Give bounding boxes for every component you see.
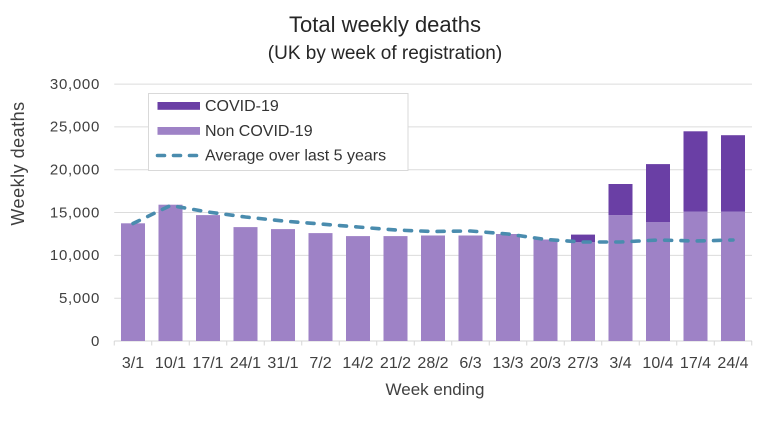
svg-text:20/3: 20/3	[530, 355, 561, 372]
svg-text:28/2: 28/2	[417, 355, 448, 372]
svg-text:COVID-19: COVID-19	[205, 98, 279, 115]
svg-text:0: 0	[91, 333, 100, 350]
svg-text:27/3: 27/3	[567, 355, 598, 372]
svg-text:24/4: 24/4	[717, 355, 748, 372]
svg-text:7/2: 7/2	[309, 355, 331, 372]
svg-text:14/2: 14/2	[342, 355, 373, 372]
svg-text:13/3: 13/3	[492, 355, 523, 372]
svg-text:21/2: 21/2	[380, 355, 411, 372]
svg-text:10/4: 10/4	[642, 355, 673, 372]
svg-text:Average over last 5 years: Average over last 5 years	[205, 148, 386, 165]
svg-text:25,000: 25,000	[50, 119, 100, 136]
svg-text:30,000: 30,000	[50, 76, 100, 93]
svg-text:10,000: 10,000	[50, 247, 100, 264]
svg-text:3/4: 3/4	[609, 355, 631, 372]
svg-text:6/3: 6/3	[459, 355, 481, 372]
svg-text:24/1: 24/1	[230, 355, 261, 372]
svg-text:5,000: 5,000	[59, 290, 100, 307]
svg-text:31/1: 31/1	[267, 355, 298, 372]
svg-text:(UK by week of registration): (UK by week of registration)	[268, 43, 502, 64]
svg-text:Weekly deaths: Weekly deaths	[8, 101, 28, 225]
svg-text:Non COVID-19: Non COVID-19	[205, 123, 313, 140]
svg-text:3/1: 3/1	[122, 355, 144, 372]
svg-text:Week ending: Week ending	[386, 380, 485, 399]
svg-text:15,000: 15,000	[50, 204, 100, 221]
svg-text:Total weekly deaths: Total weekly deaths	[289, 12, 481, 37]
svg-text:17/1: 17/1	[192, 355, 223, 372]
svg-text:20,000: 20,000	[50, 162, 100, 179]
svg-text:10/1: 10/1	[155, 355, 186, 372]
svg-text:17/4: 17/4	[680, 355, 711, 372]
